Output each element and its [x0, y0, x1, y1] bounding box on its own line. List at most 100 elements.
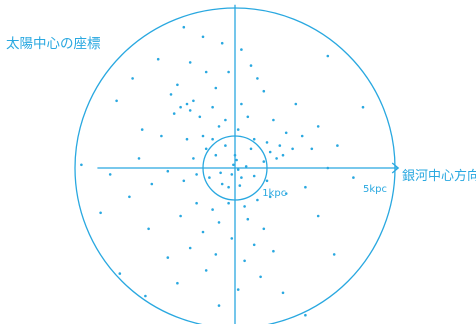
- data-point: [243, 205, 246, 208]
- data-point: [326, 54, 330, 58]
- data-point: [240, 48, 243, 51]
- data-point: [201, 134, 205, 138]
- data-point: [230, 237, 234, 240]
- data-point: [179, 214, 182, 218]
- data-point: [108, 173, 112, 176]
- data-point: [244, 165, 248, 168]
- data-point: [262, 89, 266, 93]
- data-point: [137, 157, 141, 160]
- ring-label-inner: 1kpc: [262, 188, 286, 199]
- data-point: [235, 158, 238, 162]
- data-point: [156, 57, 160, 61]
- data-point: [118, 272, 122, 275]
- data-point: [281, 153, 285, 157]
- data-point: [243, 259, 246, 263]
- data-point: [115, 99, 118, 103]
- data-point: [332, 253, 336, 256]
- data-point: [150, 182, 154, 186]
- data-point: [99, 211, 102, 215]
- data-point: [128, 195, 131, 199]
- data-point: [185, 102, 189, 106]
- data-point: [204, 269, 208, 272]
- data-point: [233, 153, 237, 157]
- data-point: [252, 243, 256, 247]
- data-point: [214, 86, 218, 90]
- data-point: [232, 163, 235, 167]
- data-point: [188, 61, 192, 64]
- data-point: [220, 182, 224, 186]
- data-point: [240, 176, 243, 179]
- data-point: [201, 35, 205, 39]
- data-point: [169, 93, 173, 96]
- data-point: [236, 128, 240, 131]
- data-point: [217, 221, 221, 224]
- data-point: [179, 105, 182, 109]
- data-point: [284, 192, 288, 195]
- data-point: [211, 105, 214, 109]
- data-point: [265, 179, 269, 183]
- data-point: [272, 118, 275, 122]
- axes-layer: [97, 4, 400, 324]
- data-point: [227, 185, 230, 189]
- data-point: [249, 147, 253, 151]
- data-point: [304, 313, 307, 317]
- scatter-points: [80, 25, 365, 317]
- data-point: [278, 144, 282, 147]
- data-point: [182, 179, 186, 183]
- data-point: [204, 70, 208, 74]
- data-point: [268, 150, 272, 154]
- data-point: [246, 115, 250, 119]
- x-axis-arrow: [391, 162, 400, 174]
- data-point: [80, 163, 83, 167]
- data-point: [262, 160, 266, 163]
- data-point: [284, 131, 288, 135]
- data-point: [166, 169, 170, 173]
- data-point: [259, 275, 262, 279]
- data-point: [316, 125, 320, 128]
- data-point: [172, 112, 176, 115]
- data-point: [201, 230, 205, 234]
- data-point: [236, 168, 240, 171]
- data-point: [217, 125, 221, 128]
- data-point: [188, 246, 192, 250]
- data-point: [166, 256, 170, 259]
- data-point: [252, 174, 256, 178]
- data-point: [224, 144, 227, 147]
- data-point: [291, 147, 294, 151]
- data-point: [195, 201, 198, 205]
- data-point: [326, 166, 330, 170]
- data-point: [304, 185, 307, 189]
- data-point: [224, 118, 227, 122]
- data-point: [249, 64, 253, 67]
- data-point: [131, 77, 134, 80]
- data-point: [336, 144, 339, 147]
- data-point: [352, 176, 355, 179]
- data-point: [160, 134, 163, 138]
- data-point: [300, 134, 304, 138]
- data-point: [230, 173, 234, 176]
- data-point: [211, 137, 214, 141]
- data-point: [214, 253, 218, 256]
- data-point: [217, 304, 221, 307]
- data-point: [236, 288, 240, 291]
- data-point: [227, 70, 230, 74]
- data-point: [144, 294, 147, 298]
- data-point: [195, 173, 198, 176]
- data-point: [140, 128, 144, 131]
- data-point: [176, 281, 179, 285]
- data-point: [256, 77, 259, 80]
- data-point: [252, 137, 256, 141]
- data-point: [211, 208, 214, 211]
- data-point: [198, 115, 202, 119]
- data-point: [268, 195, 272, 199]
- data-point: [176, 83, 179, 87]
- data-point: [192, 99, 195, 103]
- data-point: [208, 176, 211, 179]
- data-point: [256, 198, 259, 202]
- data-point: [220, 41, 224, 45]
- data-point: [262, 227, 266, 231]
- data-point: [192, 157, 195, 160]
- data-point: [310, 147, 314, 151]
